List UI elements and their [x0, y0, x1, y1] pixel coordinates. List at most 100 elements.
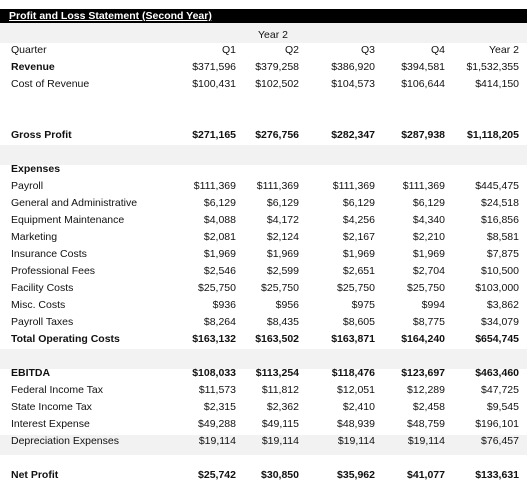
- cell: $108,033: [192, 367, 236, 379]
- cell: $8,435: [266, 316, 299, 328]
- row-label: Cost of Revenue: [11, 78, 90, 90]
- cell: $2,315: [203, 401, 236, 413]
- total-operating-row: Total Operating Costs $163,132 $163,502 …: [0, 331, 527, 347]
- row-label: Interest Expense: [11, 418, 90, 430]
- cell: $35,962: [337, 469, 375, 481]
- cell: $24,518: [481, 197, 519, 209]
- net-profit-shade: [0, 435, 527, 455]
- cell: $282,347: [331, 129, 375, 141]
- row-label: Revenue: [11, 61, 55, 73]
- cell: $76,457: [481, 435, 519, 447]
- cell: $994: [421, 299, 445, 311]
- cell: $1,969: [342, 248, 375, 260]
- cell: $25,750: [261, 282, 299, 294]
- cell: $49,115: [261, 418, 299, 430]
- cell: $19,114: [407, 435, 445, 447]
- cell: $2,546: [203, 265, 236, 277]
- col-header: Q2: [284, 44, 299, 56]
- quarter-label: Quarter: [11, 44, 47, 56]
- row-label: General and Administrative: [11, 197, 138, 209]
- expense-row: General and Administrative $6,129 $6,129…: [0, 195, 527, 211]
- cell: $6,129: [412, 197, 445, 209]
- gross-profit-shade: [0, 145, 527, 165]
- cell: $2,599: [266, 265, 299, 277]
- cell: $9,545: [486, 401, 519, 413]
- cell: $48,939: [337, 418, 375, 430]
- cell: $2,210: [412, 231, 445, 243]
- row-label: Depreciation Expenses: [11, 435, 119, 447]
- cell: $4,172: [266, 214, 299, 226]
- cell: $6,129: [342, 197, 375, 209]
- cell: $106,644: [401, 78, 445, 90]
- expense-row: Professional Fees $2,546 $2,599 $2,651 $…: [0, 263, 527, 279]
- cell: $111,369: [193, 180, 236, 192]
- cell: $19,114: [337, 435, 375, 447]
- expenses-heading-row: Expenses: [0, 161, 527, 177]
- cell: $111,369: [332, 180, 375, 192]
- cell: $16,856: [481, 214, 519, 226]
- cell: $123,697: [401, 367, 445, 379]
- net-profit-row: Net Profit $25,742 $30,850 $35,962 $41,0…: [0, 467, 527, 483]
- row-label: Payroll Taxes: [11, 316, 74, 328]
- cell: $1,969: [266, 248, 299, 260]
- cell: $118,476: [331, 367, 375, 379]
- expense-row: Marketing $2,081 $2,124 $2,167 $2,210 $8…: [0, 229, 527, 245]
- cell: $975: [351, 299, 375, 311]
- header-shade: [0, 23, 527, 43]
- expense-row: Facility Costs $25,750 $25,750 $25,750 $…: [0, 280, 527, 296]
- row-label: Total Operating Costs: [11, 333, 120, 345]
- ebitda-row: EBITDA $108,033 $113,254 $118,476 $123,6…: [0, 365, 527, 381]
- row-label: Federal Income Tax: [11, 384, 104, 396]
- cell: $25,750: [337, 282, 375, 294]
- col-header: Year 2: [489, 44, 519, 56]
- cell: $2,458: [412, 401, 445, 413]
- cell: $271,165: [192, 129, 236, 141]
- cell: $12,289: [407, 384, 445, 396]
- cell: $8,581: [486, 231, 519, 243]
- cell: $2,124: [266, 231, 299, 243]
- cell: $133,631: [475, 469, 519, 481]
- cell: $30,850: [261, 469, 299, 481]
- cell: $41,077: [407, 469, 445, 481]
- expense-row: Payroll Taxes $8,264 $8,435 $8,605 $8,77…: [0, 314, 527, 330]
- cell: $4,088: [203, 214, 236, 226]
- cell: $463,460: [475, 367, 519, 379]
- cell: $25,750: [198, 282, 236, 294]
- row-label: Marketing: [11, 231, 58, 243]
- cell: $6,129: [203, 197, 236, 209]
- cell: $414,150: [475, 78, 519, 90]
- cost-of-revenue-row: Cost of Revenue $100,431 $102,502 $104,5…: [0, 76, 527, 92]
- cell: $4,256: [342, 214, 375, 226]
- cell: $102,502: [255, 78, 299, 90]
- cell: $7,875: [486, 248, 519, 260]
- header-row: Quarter Q1 Q2 Q3 Q4 Year 2: [0, 42, 527, 58]
- expense-row: Insurance Costs $1,969 $1,969 $1,969 $1,…: [0, 246, 527, 262]
- row-label: Facility Costs: [11, 282, 74, 294]
- cell: $163,871: [331, 333, 375, 345]
- row-label: State Income Tax: [11, 401, 92, 413]
- cell: $1,969: [203, 248, 236, 260]
- cell: $163,132: [192, 333, 236, 345]
- cell: $111,369: [256, 180, 299, 192]
- cell: $394,581: [401, 61, 445, 73]
- row-label: Equipment Maintenance: [11, 214, 125, 226]
- cell: $100,431: [192, 78, 236, 90]
- row-label: Gross Profit: [11, 129, 72, 141]
- cell: $25,750: [407, 282, 445, 294]
- cell: $956: [275, 299, 299, 311]
- expense-row: Payroll $111,369 $111,369 $111,369 $111,…: [0, 178, 527, 194]
- cell: $103,000: [475, 282, 519, 294]
- cell: $1,532,355: [466, 61, 519, 73]
- cell: $8,264: [203, 316, 236, 328]
- row-label: Insurance Costs: [11, 248, 87, 260]
- cell: $47,725: [481, 384, 519, 396]
- cell: $104,573: [331, 78, 375, 90]
- cell: $2,081: [203, 231, 236, 243]
- cell: $11,812: [261, 384, 299, 396]
- cell: $3,862: [486, 299, 519, 311]
- gross-profit-row: Gross Profit $271,165 $276,756 $282,347 …: [0, 127, 527, 143]
- row-label: EBITDA: [11, 367, 51, 379]
- cell: $164,240: [401, 333, 445, 345]
- cell: $445,475: [475, 180, 519, 192]
